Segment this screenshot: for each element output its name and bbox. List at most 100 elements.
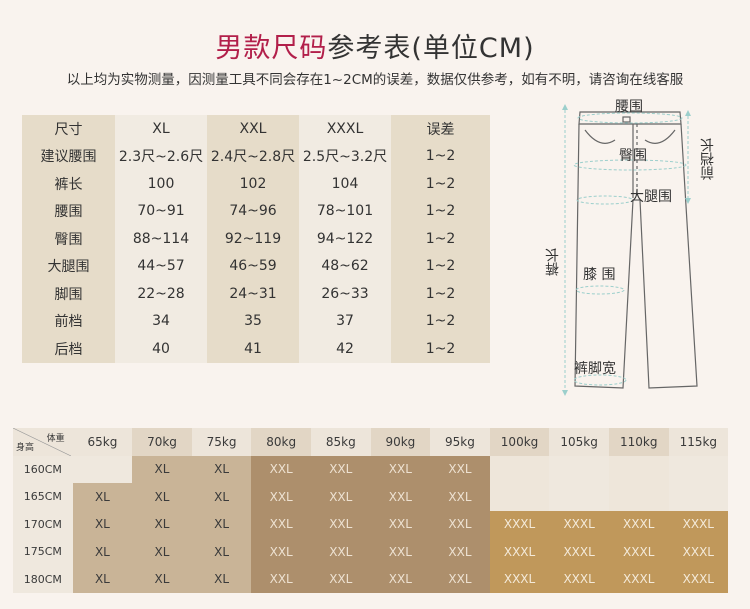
hem-label: 裤脚宽	[574, 361, 616, 377]
size-table-cell: 37	[299, 307, 391, 335]
size-table-cell: 104	[299, 170, 391, 198]
size-table-cell: 102	[207, 170, 299, 198]
fit-size-cell: XXL	[310, 483, 371, 511]
size-table-row: 后档 40 41 42 1~2	[22, 335, 490, 363]
hip-label: 臀围	[619, 148, 647, 164]
size-table-row-label: 大腿围	[22, 252, 115, 280]
fit-size-cell	[668, 455, 729, 483]
size-table-row: 腰围 70~91 74~96 78~101 1~2	[22, 197, 490, 225]
size-table-cell: 1~2	[391, 280, 490, 308]
fit-size-cell: XXL	[370, 483, 431, 511]
height-label: 180CM	[13, 565, 73, 593]
fit-size-cell: XL	[132, 455, 192, 483]
size-table-cell: 26~33	[299, 280, 391, 308]
fit-size-cell: XXXL	[608, 510, 669, 538]
page-title: 男款尺码参考表(单位CM)	[0, 26, 750, 65]
size-table-cell: 88~114	[115, 225, 207, 253]
weight-header: 85kg	[310, 428, 371, 456]
length-label: 裤长	[545, 248, 561, 276]
fit-size-cell	[489, 483, 550, 511]
weight-header: 70kg	[132, 428, 192, 456]
size-table-row: 脚围 22~28 24~31 26~33 1~2	[22, 280, 490, 308]
fit-table-header: 体重 身高 65kg 70kg 75kg 80kg 85kg 90kg 95kg 100kg 105…	[13, 428, 729, 456]
size-table-cell: 92~119	[207, 225, 299, 253]
size-table-cell: 44~57	[115, 252, 207, 280]
fit-size-cell: XXL	[251, 538, 311, 566]
fit-size-cell	[608, 483, 669, 511]
fit-size-cell	[549, 483, 609, 511]
fit-size-cell: XXL	[251, 510, 311, 538]
size-table-cell: 42	[299, 335, 391, 363]
height-label: 175CM	[13, 538, 73, 566]
fit-size-cell: XXXL	[489, 538, 550, 566]
fit-size-cell: XXL	[430, 483, 490, 511]
fit-size-cell: XL	[72, 538, 133, 566]
fit-size-cell: XXXL	[668, 538, 729, 566]
size-table-cell: 1~2	[391, 307, 490, 335]
fit-size-cell	[608, 455, 669, 483]
fit-table-row: 180CM XL XL XL XXL XXL XXL XXL XXXL XXXL XXXL XXXL	[13, 565, 729, 593]
fit-size-cell: XXL	[370, 538, 431, 566]
size-table-row: 建议腰围 2.3尺~2.6尺 2.4尺~2.8尺 2.5尺~3.2尺 1~2	[22, 142, 490, 170]
size-table-cell: 1~2	[391, 197, 490, 225]
weight-header: 80kg	[251, 428, 311, 456]
corner-height-label: 身高	[16, 442, 35, 453]
fit-table-row: 165CM XL XL XL XXL XXL XXL XXL	[13, 483, 729, 511]
size-table-header-cell: XXXL	[299, 115, 391, 143]
weight-header: 65kg	[72, 428, 133, 456]
size-table-cell: 24~31	[207, 280, 299, 308]
fit-size-cell: XXXL	[549, 510, 609, 538]
fit-size-cell: XXL	[310, 455, 371, 483]
size-table-cell: 41	[207, 335, 299, 363]
size-table-cell: 1~2	[391, 335, 490, 363]
fit-size-cell: XXXL	[489, 565, 550, 593]
size-table-row-label: 前档	[22, 307, 115, 335]
fit-size-cell	[549, 455, 609, 483]
fit-size-cell: XXL	[310, 565, 371, 593]
size-table-row-label: 后档	[22, 335, 115, 363]
fit-size-cell: XXXL	[668, 565, 729, 593]
size-table-cell: 70~91	[115, 197, 207, 225]
weight-header: 75kg	[191, 428, 252, 456]
fit-size-cell	[72, 455, 133, 483]
fit-size-cell: XL	[132, 538, 192, 566]
knee-label: 膝 围	[583, 267, 616, 283]
size-table-cell: 2.4尺~2.8尺	[207, 142, 299, 170]
fit-table: 体重 身高 65kg 70kg 75kg 80kg 85kg 90kg 95kg 100kg 105…	[13, 428, 729, 593]
size-table-row-label: 脚围	[22, 280, 115, 308]
size-table-cell: 2.3尺~2.6尺	[115, 142, 207, 170]
front-rise-label: 前裆长	[700, 138, 716, 180]
fit-size-cell: XL	[191, 510, 252, 538]
fit-size-cell: XXL	[310, 510, 371, 538]
size-table-row-label: 建议腰围	[22, 142, 115, 170]
size-table-row-label: 腰围	[22, 197, 115, 225]
size-table-cell: 46~59	[207, 252, 299, 280]
size-table-cell: 1~2	[391, 252, 490, 280]
fit-size-cell: XXL	[370, 455, 431, 483]
corner-weight-label: 体重	[46, 434, 65, 444]
weight-header: 95kg	[430, 428, 490, 456]
fit-size-cell: XL	[191, 565, 252, 593]
size-table-header-cell: 尺寸	[22, 115, 115, 143]
size-table-row-label: 臀围	[22, 225, 115, 253]
fit-size-cell: XXL	[370, 565, 431, 593]
size-table-header-cell: XL	[115, 115, 207, 143]
fit-size-cell	[668, 483, 729, 511]
weight-header: 105kg	[549, 428, 609, 456]
weight-header: 90kg	[370, 428, 431, 456]
fit-size-cell: XXL	[430, 565, 490, 593]
fit-size-cell: XXL	[430, 538, 490, 566]
size-table-row: 臀围 88~114 92~119 94~122 1~2	[22, 225, 490, 253]
size-table: 尺寸 XL XXL XXXL 误差 建议腰围 2.3尺~2.6尺 2.4尺~2.8尺 2.5尺~…	[22, 115, 490, 363]
size-table-cell: 100	[115, 170, 207, 198]
size-table-header-cell: 误差	[391, 115, 490, 143]
fit-size-cell: XXL	[430, 455, 490, 483]
fit-size-cell: XXL	[251, 455, 311, 483]
size-table-row: 前档 34 35 37 1~2	[22, 307, 490, 335]
page-subtitle: 以上均为实物测量，因测量工具不同会存在1~2CM的误差，数据仅供参考，如有不明，…	[66, 72, 684, 88]
fit-size-cell: XL	[132, 483, 192, 511]
size-table-row-label: 裤长	[22, 170, 115, 198]
size-table-cell: 1~2	[391, 170, 490, 198]
fit-size-cell: XL	[132, 565, 192, 593]
fit-size-cell: XL	[72, 483, 133, 511]
